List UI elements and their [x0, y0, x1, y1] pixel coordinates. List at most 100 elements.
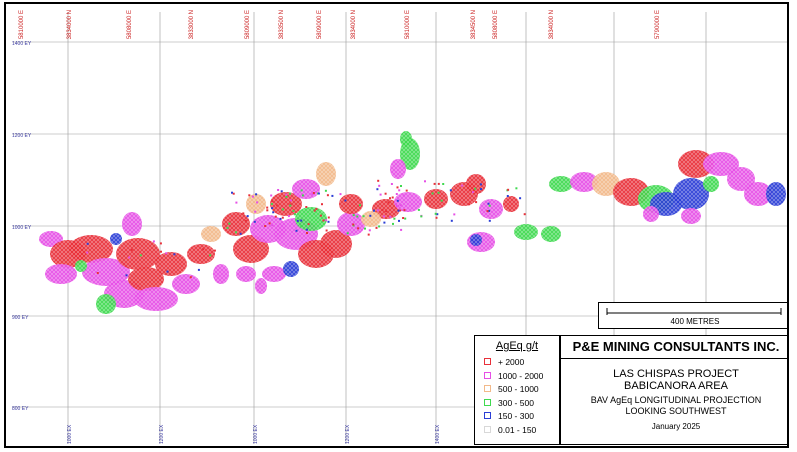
bottom-label: 1400 EX	[435, 424, 441, 444]
drillhole-intercept	[327, 220, 330, 223]
grid-top-label: 3834000 N	[67, 10, 73, 39]
drillhole-intercept	[270, 194, 273, 197]
legend-item-001-150: 0.01 - 150	[475, 424, 559, 438]
drillhole-intercept	[281, 216, 284, 219]
drillhole-intercept	[379, 193, 382, 196]
drillhole-intercept	[387, 201, 390, 204]
drillhole-intercept	[369, 214, 372, 217]
resource-block-hatch	[372, 199, 400, 219]
drillhole-intercept	[86, 251, 89, 254]
drillhole-intercept	[461, 184, 464, 187]
drillhole-intercept	[389, 216, 392, 218]
drillhole-intercept	[392, 222, 394, 225]
drillhole-intercept	[232, 192, 235, 195]
drillhole-intercept	[213, 249, 216, 252]
company-name: P&E MINING CONSULTANTS INC.	[561, 336, 787, 359]
elevation-label: 1400 EY	[12, 41, 32, 47]
map-frame: 5810000 E 3834000 N 5808000 E 3833000 N 5809…	[4, 2, 789, 448]
drillhole-intercept	[364, 227, 366, 230]
drillhole-intercept	[487, 202, 490, 205]
drillhole-intercept	[306, 232, 308, 234]
resource-block-hatch	[45, 264, 77, 284]
grid-top-label: 3833000 N	[189, 10, 195, 39]
drillhole-intercept	[271, 207, 274, 210]
drillhole-intercept	[506, 195, 509, 197]
drillhole-intercept	[289, 192, 291, 195]
drillhole-intercept	[326, 194, 329, 197]
drillhole-intercept	[315, 207, 318, 210]
drillhole-intercept	[475, 201, 478, 204]
elevation-labels: 1400 EY 1200 EY 1000 EY 900 EY 800 EY	[12, 41, 32, 412]
resource-block-hatch	[424, 189, 448, 209]
drillhole-intercept	[266, 209, 269, 212]
drillhole-intercept	[305, 228, 308, 231]
resource-block-hatch	[470, 234, 482, 246]
resource-block-hatch	[233, 235, 269, 263]
drillhole-intercept	[189, 276, 192, 279]
drillhole-intercept	[300, 219, 303, 222]
legend-label: 0.01 - 150	[498, 424, 537, 435]
drillhole-intercept	[325, 219, 328, 222]
drillhole-intercept	[357, 227, 360, 230]
drillhole-intercept	[255, 193, 258, 196]
resource-block-hatch	[339, 194, 363, 214]
drillhole-intercept	[86, 242, 89, 245]
drillhole-intercept	[381, 208, 384, 211]
resource-block-hatch	[110, 233, 122, 245]
drillhole-intercept	[276, 204, 279, 207]
drillhole-intercept	[125, 274, 128, 277]
drillhole-intercept	[311, 193, 314, 196]
drillhole-intercept	[307, 223, 310, 226]
drillhole-intercept	[160, 250, 162, 253]
scale-bar-label: 400 METRES	[670, 317, 720, 326]
drillhole-intercept	[248, 194, 251, 197]
drillhole-intercept	[235, 201, 238, 204]
drillhole-intercept	[468, 203, 471, 206]
grid-top-label: 5809000 E	[317, 10, 323, 39]
drillhole-intercept	[488, 204, 491, 207]
drillhole-intercept	[317, 192, 320, 195]
description-line-1: BAV AgEq LONGITUDINAL PROJECTION	[590, 395, 762, 405]
drillhole-intercept	[165, 252, 168, 255]
drillhole-intercept	[383, 215, 385, 218]
resource-block-hatch	[96, 294, 116, 314]
title-block: P&E MINING CONSULTANTS INC. LAS CHISPAS …	[560, 335, 787, 445]
resource-block-hatch	[766, 182, 786, 206]
drillhole-intercept	[368, 229, 371, 232]
drillhole-intercept	[242, 212, 245, 215]
resource-block-hatch	[466, 174, 486, 194]
resource-block-hatch	[213, 264, 229, 284]
grid-top-label: 5808000 E	[493, 10, 499, 39]
legend-swatch	[484, 425, 491, 433]
drillhole-intercept	[280, 190, 283, 193]
drillhole-intercept	[285, 193, 288, 196]
drillhole-intercept	[279, 217, 282, 220]
drillhole-intercept	[398, 219, 400, 222]
project-line-1: LAS CHISPAS PROJECT	[613, 368, 739, 380]
drillhole-intercept	[431, 192, 434, 195]
grid-top-label: 5809000 E	[245, 10, 251, 39]
resource-block-hatch	[283, 261, 299, 277]
resource-block-hatch	[361, 211, 381, 227]
drillhole-intercept	[449, 189, 452, 192]
drillhole-intercept	[376, 209, 379, 212]
legend-swatch	[484, 358, 491, 365]
drillhole-intercept	[403, 209, 406, 212]
legend-item-150-300: 150 - 300	[475, 410, 559, 424]
drillhole-intercept	[396, 199, 399, 202]
drillhole-intercept	[254, 210, 257, 213]
resource-block-hatch	[703, 176, 719, 192]
grid-top-label: 5810000 E	[405, 10, 411, 39]
drillhole-intercept	[264, 225, 267, 227]
drillhole-intercept	[391, 196, 394, 199]
resource-block-hatch	[82, 258, 130, 286]
drillhole-intercept	[152, 240, 155, 243]
project-title: LAS CHISPAS PROJECT BABICANORA AREA	[561, 368, 787, 392]
drillhole-intercept	[519, 197, 522, 200]
drillhole-intercept	[324, 189, 327, 192]
resource-block-hatch	[295, 207, 327, 231]
map-date: January 2025	[651, 422, 701, 431]
legend-item-300-500: 300 - 500	[475, 397, 559, 411]
resource-block-hatch	[514, 224, 538, 240]
drillhole-intercept	[442, 183, 445, 185]
